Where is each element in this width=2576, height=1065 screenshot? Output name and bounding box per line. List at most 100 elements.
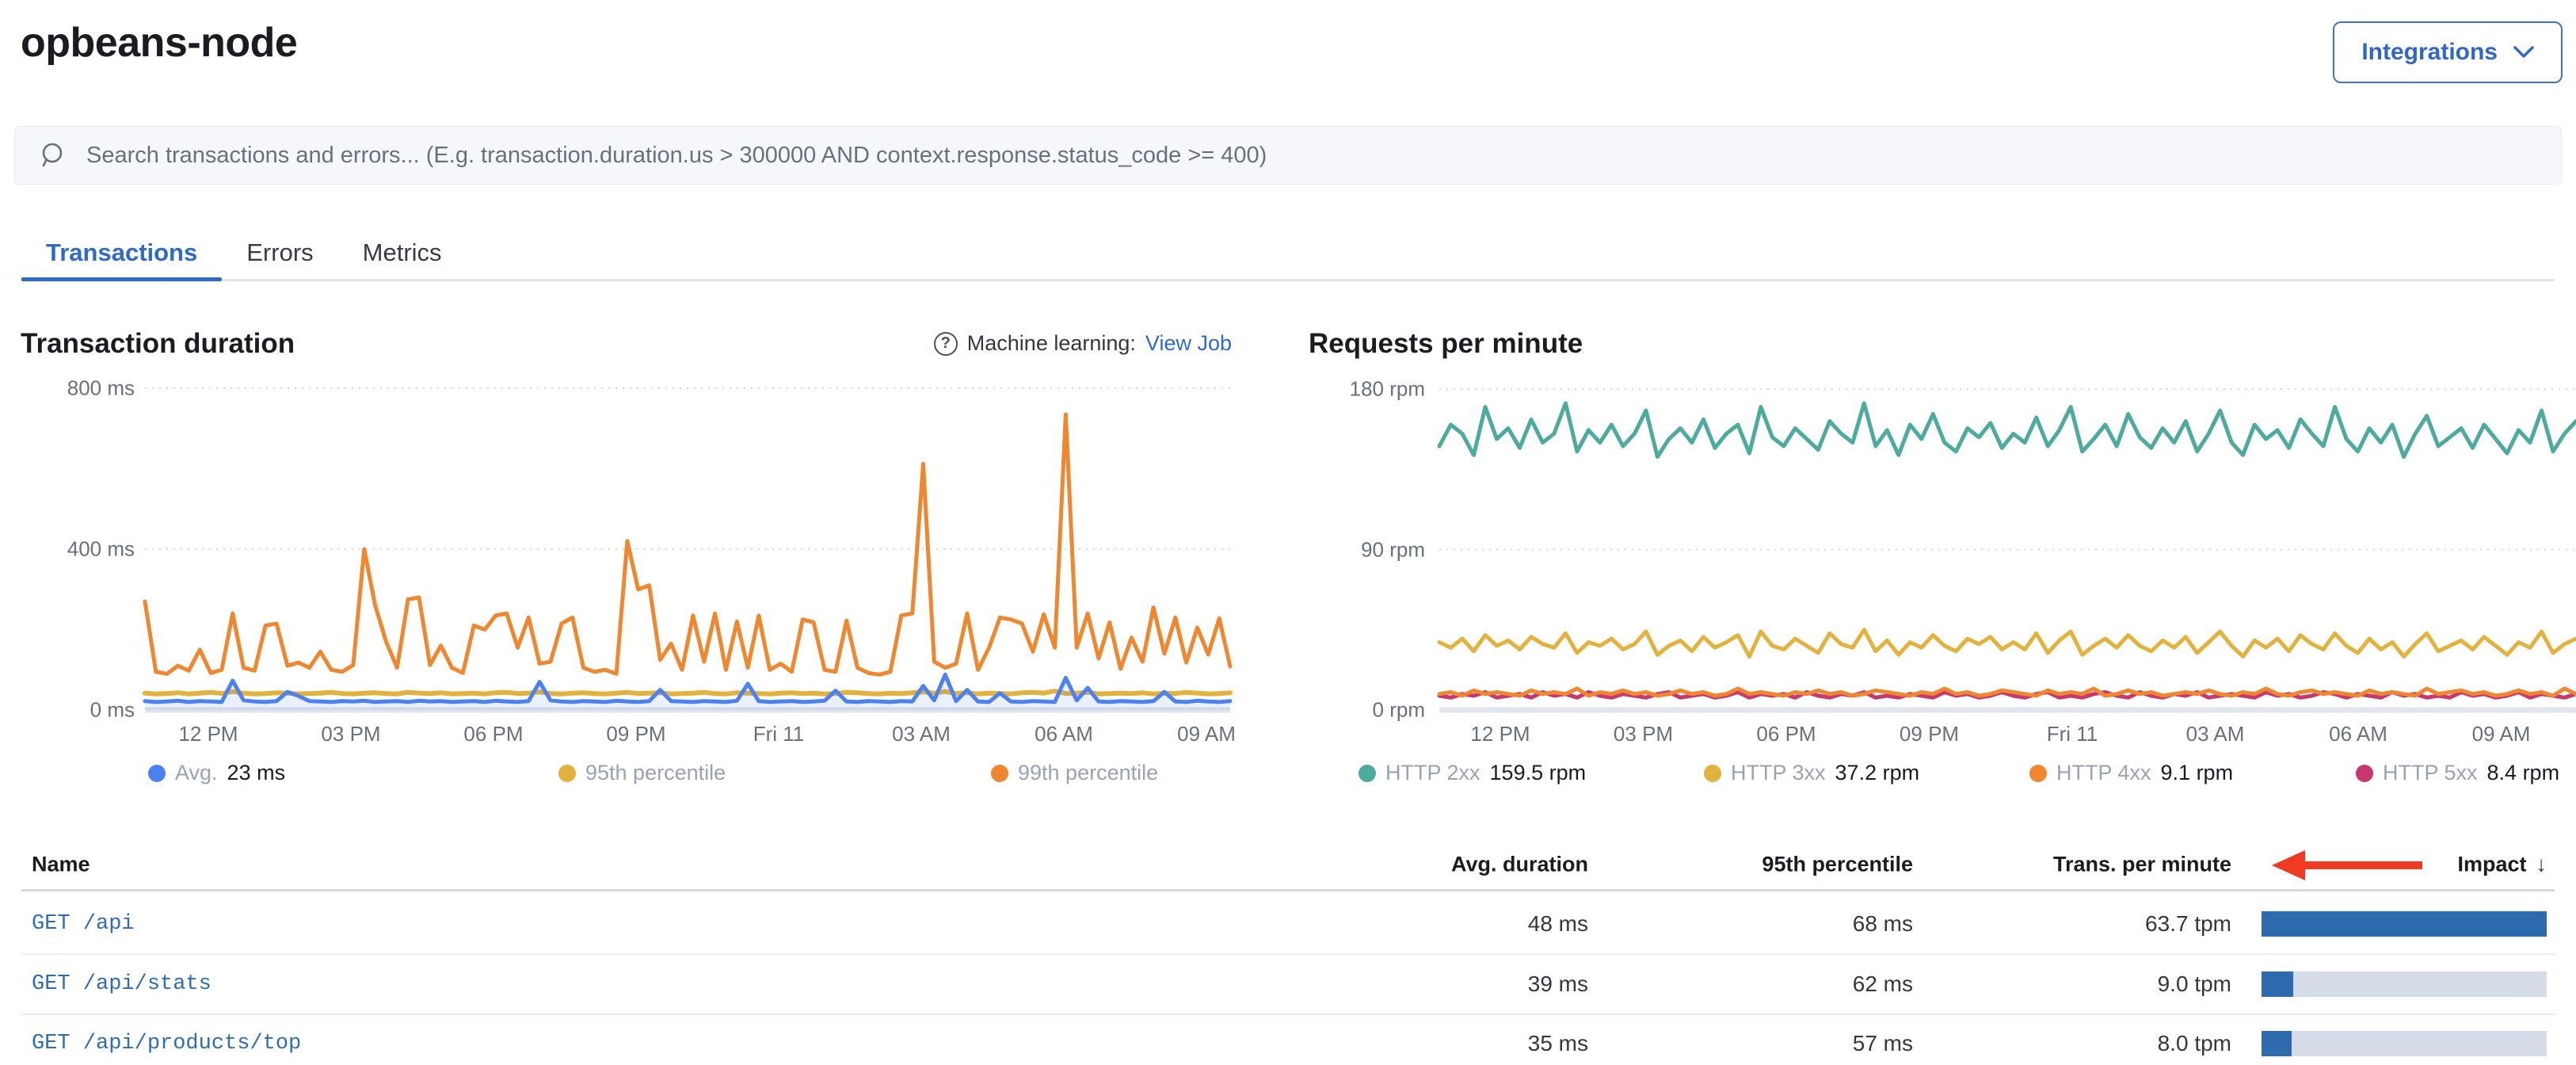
- cell-95th-percentile: 57 ms: [1852, 1031, 1913, 1055]
- help-question-icon[interactable]: ?: [933, 331, 958, 356]
- series-line-95th-percentile: [143, 689, 1233, 697]
- x-axis-tick-label: 03 AM: [892, 722, 951, 746]
- impact-bar-fill: [2262, 1031, 2292, 1056]
- impact-bar-fill: [2262, 911, 2547, 937]
- legend-item[interactable]: HTTP 5xx 8.4 rpm: [2356, 761, 2559, 785]
- transaction-name-link[interactable]: GET /api: [32, 912, 135, 936]
- table-header-divider: [21, 889, 2555, 891]
- tab-bar: Transactions Errors Metrics: [21, 227, 467, 279]
- cell-95th-percentile: 62 ms: [1852, 971, 1913, 996]
- column-header-name[interactable]: Name: [32, 852, 90, 876]
- tab-bar-divider: [21, 279, 2555, 281]
- chart-plot-area[interactable]: [143, 387, 1233, 715]
- impact-bar: [2262, 911, 2547, 937]
- x-axis-tick-label: 03 PM: [1613, 722, 1674, 746]
- legend-value: 8.4 rpm: [2486, 761, 2560, 784]
- x-axis-tick-label: Fri 11: [753, 722, 805, 746]
- column-header-trans-per-minute[interactable]: Trans. per minute: [2052, 852, 2231, 876]
- x-axis-tick-label: 03 AM: [2185, 722, 2245, 746]
- tab-transactions[interactable]: Transactions: [46, 239, 198, 266]
- y-axis-tick-label: 0 ms: [90, 697, 135, 722]
- legend-item[interactable]: 99th percentile: [991, 761, 1158, 785]
- legend-dot-icon: [2356, 764, 2373, 782]
- x-axis-tick-label: Fri 11: [2046, 722, 2098, 746]
- search-icon: [42, 143, 63, 167]
- column-header-avg-duration[interactable]: Avg. duration: [1451, 852, 1588, 876]
- legend-item[interactable]: HTTP 3xx 37.2 rpm: [1704, 761, 1919, 785]
- integrations-button[interactable]: Integrations: [2333, 21, 2563, 83]
- legend-dot-icon: [1358, 764, 1376, 782]
- cell-avg-duration: 35 ms: [1527, 1031, 1588, 1055]
- legend-dot-icon: [1704, 764, 1721, 782]
- column-header-95th-percentile[interactable]: 95th percentile: [1762, 852, 1913, 876]
- legend-value: 9.1 rpm: [2160, 761, 2234, 784]
- page-title: opbeans-node: [21, 20, 298, 66]
- y-axis-tick-label: 180 rpm: [1349, 376, 1425, 401]
- series-line-http-2xx: [1437, 401, 2576, 459]
- machine-learning-row: ? Machine learning: View Job: [871, 331, 1232, 356]
- table-row-divider: [21, 953, 2555, 955]
- series-line-avg-: [143, 672, 1233, 704]
- series-line-99th-percentile: [143, 412, 1233, 677]
- machine-learning-label: Machine learning:: [966, 331, 1136, 355]
- integrations-button-label: Integrations: [2361, 39, 2498, 65]
- cell-avg-duration: 39 ms: [1527, 971, 1588, 996]
- view-job-link[interactable]: View Job: [1145, 331, 1232, 355]
- cell-95th-percentile: 68 ms: [1852, 911, 1913, 936]
- legend-item[interactable]: HTTP 4xx 9.1 rpm: [2029, 761, 2233, 785]
- sort-descending-icon[interactable]: ↓: [2536, 852, 2547, 876]
- column-header-impact[interactable]: Impact ↓: [2457, 853, 2547, 877]
- impact-header-label: Impact: [2457, 852, 2527, 876]
- impact-bar: [2262, 971, 2547, 997]
- legend-label: HTTP 4xx: [2056, 761, 2151, 784]
- tab-metrics[interactable]: Metrics: [362, 239, 442, 266]
- legend-dot-icon: [2029, 764, 2047, 782]
- active-tab-indicator: [21, 277, 222, 281]
- legend-item[interactable]: HTTP 2xx 159.5 rpm: [1358, 761, 1586, 785]
- transaction-name-link[interactable]: GET /api/stats: [32, 972, 211, 996]
- search-input[interactable]: [85, 141, 2542, 170]
- annotation-arrow-icon: [2272, 850, 2422, 880]
- legend-label: 99th percentile: [1018, 761, 1159, 784]
- legend-label: Avg.: [175, 761, 218, 784]
- x-axis-tick-label: 06 AM: [2329, 722, 2387, 746]
- legend-label: 95th percentile: [585, 761, 726, 784]
- y-axis-tick-label: 400 ms: [67, 536, 135, 561]
- y-axis-tick-label: 0 rpm: [1372, 697, 1425, 722]
- y-axis-tick-label: 800 ms: [67, 376, 135, 400]
- cell-avg-duration: 48 ms: [1527, 911, 1588, 936]
- duration-chart-title: Transaction duration: [21, 328, 295, 359]
- transaction-name-link[interactable]: GET /api/products/top: [32, 1032, 302, 1055]
- cell-trans-per-minute: 9.0 tpm: [2157, 971, 2231, 996]
- search-bar[interactable]: [14, 126, 2562, 185]
- cell-trans-per-minute: 8.0 tpm: [2157, 1031, 2231, 1055]
- legend-dot-icon: [558, 764, 576, 782]
- cell-trans-per-minute: 63.7 tpm: [2145, 911, 2231, 936]
- x-axis-tick-label: 06 PM: [463, 722, 524, 746]
- impact-bar-fill: [2262, 971, 2293, 997]
- x-axis-tick-label: 12 PM: [1470, 722, 1530, 746]
- x-axis-tick-label: 12 PM: [178, 722, 238, 746]
- chevron-down-icon: [2513, 46, 2534, 58]
- tab-errors[interactable]: Errors: [246, 239, 314, 266]
- legend-item[interactable]: Avg. 23 ms: [148, 761, 285, 785]
- x-axis-tick-label: 09 PM: [606, 722, 666, 746]
- x-axis-tick-label: 09 AM: [1177, 722, 1236, 746]
- x-axis-tick-label: 09 AM: [2471, 722, 2531, 746]
- legend-label: HTTP 2xx: [1385, 761, 1480, 784]
- y-axis-tick-label: 90 rpm: [1361, 537, 1425, 561]
- series-line-http-4xx: [1437, 686, 2576, 698]
- legend-dot-icon: [148, 764, 166, 782]
- table-row-divider: [21, 1013, 2555, 1015]
- legend-item[interactable]: 95th percentile: [558, 761, 726, 785]
- x-axis-tick-label: 03 PM: [321, 722, 381, 746]
- impact-bar: [2262, 1031, 2547, 1056]
- legend-value: 37.2 rpm: [1835, 761, 1920, 784]
- legend-value: 159.5 rpm: [1489, 761, 1587, 784]
- rpm-chart-title: Requests per minute: [1309, 328, 1583, 359]
- requests-per-minute-chart[interactable]: 180 rpm 90 rpm 0 rpm 12 PM 03 PM 06 PM 09 PM Fr…: [1315, 372, 2576, 804]
- legend-value: 23 ms: [227, 761, 286, 784]
- chart-plot-area[interactable]: [1437, 388, 2576, 715]
- x-axis-tick-label: 06 AM: [1035, 722, 1093, 746]
- transaction-duration-chart[interactable]: 800 ms 400 ms 0 ms 12 PM 03 PM 06 PM 09 PM Fri …: [21, 372, 1236, 804]
